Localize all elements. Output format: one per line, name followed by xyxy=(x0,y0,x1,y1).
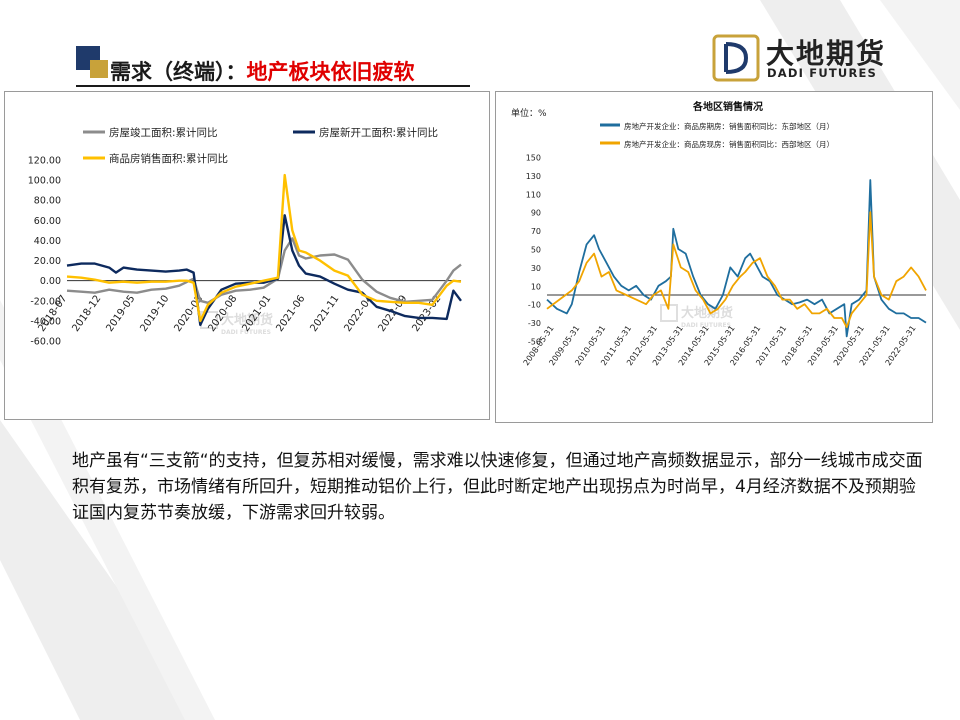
y-tick-label: 0.00 xyxy=(40,276,61,287)
y-tick-label: 20.00 xyxy=(34,256,61,267)
watermark-text-en: DADI FUTURES xyxy=(681,322,731,329)
title-highlight: 地产板块依旧疲软 xyxy=(246,60,415,84)
y-tick-label: 130 xyxy=(526,172,541,181)
y-tick-label: 100.00 xyxy=(28,176,61,187)
chart-title: 各地区销售情况 xyxy=(692,100,763,113)
y-tick-label: 50 xyxy=(531,246,541,255)
legend-label-2: 房地产开发企业：商品房现房：销售面积同比：西部地区（月） xyxy=(624,139,834,149)
page-title: 需求（终端）：地产板块依旧疲软 xyxy=(110,56,415,86)
logo-text-en: DADI FUTURES xyxy=(767,66,878,80)
x-tick-label: 2018-12 xyxy=(70,293,103,334)
series-line-3 xyxy=(66,173,462,323)
y-tick-label: -60.00 xyxy=(30,337,61,348)
logo-mark-icon xyxy=(712,34,760,82)
title-mark-icon xyxy=(76,46,108,78)
legend-label-2: 房屋新开工面积:累计同比 xyxy=(319,126,438,139)
y-tick-label: 90 xyxy=(531,209,541,218)
title-underline xyxy=(76,85,470,87)
y-tick-label: 70 xyxy=(531,227,541,236)
y-tick-label: 60.00 xyxy=(34,216,61,227)
y-tick-label: 40.00 xyxy=(34,236,61,247)
company-logo: 大地期货 DADI FUTURES xyxy=(712,34,902,82)
y-tick-label: 10 xyxy=(531,282,541,291)
x-tick-label: 2019-10 xyxy=(138,293,171,334)
logo-text-cn: 大地期货 xyxy=(766,37,887,70)
body-paragraph: 地产虽有“三支箭“的支持，但复苏相对缓慢，需求难以快速修复，但通过地产高频数据显… xyxy=(72,451,923,523)
title-prefix: 需求（终端）： xyxy=(110,60,247,84)
watermark-text-cn: 大地期货 xyxy=(221,312,273,328)
y-tick-label: 150 xyxy=(526,154,541,163)
y-tick-label: -50 xyxy=(528,338,541,347)
watermark-text-en: DADI FUTURES xyxy=(221,329,271,336)
y-tick-label: 80.00 xyxy=(34,196,61,207)
y-tick-label: -10 xyxy=(528,301,541,310)
x-tick-label: 2021-11 xyxy=(308,293,341,334)
y-tick-label: -40.00 xyxy=(30,316,61,327)
legend-label-1: 房地产开发企业：商品房期房：销售面积同比：东部地区（月） xyxy=(624,121,834,131)
x-tick-label: 2021-06 xyxy=(274,293,307,334)
legend-label-1: 房屋竣工面积:累计同比 xyxy=(109,126,218,139)
legend-label-3: 商品房销售面积:累计同比 xyxy=(109,152,228,165)
y-axis-unit-label: 单位：% xyxy=(511,107,547,119)
y-tick-label: 120.00 xyxy=(28,156,61,167)
chart-panel-left: 大地期货 DADI FUTURES 120.00 100.00 80.00 60.00 40… xyxy=(4,91,490,420)
x-tick-label: 2019-05 xyxy=(104,293,137,334)
y-tick-label: -20.00 xyxy=(30,296,61,307)
series-line-2 xyxy=(66,214,462,327)
y-tick-label: 110 xyxy=(526,190,541,199)
series-line-2 xyxy=(546,211,927,329)
chart-panel-right: 大地期货 DADI FUTURES 150 130 110 90 70 50 30 10 -10 -3… xyxy=(495,91,933,423)
series-line-1 xyxy=(546,179,927,338)
watermark-text-cn: 大地期货 xyxy=(681,305,733,321)
y-tick-label: 30 xyxy=(531,264,541,273)
y-tick-label: -30 xyxy=(528,319,541,328)
